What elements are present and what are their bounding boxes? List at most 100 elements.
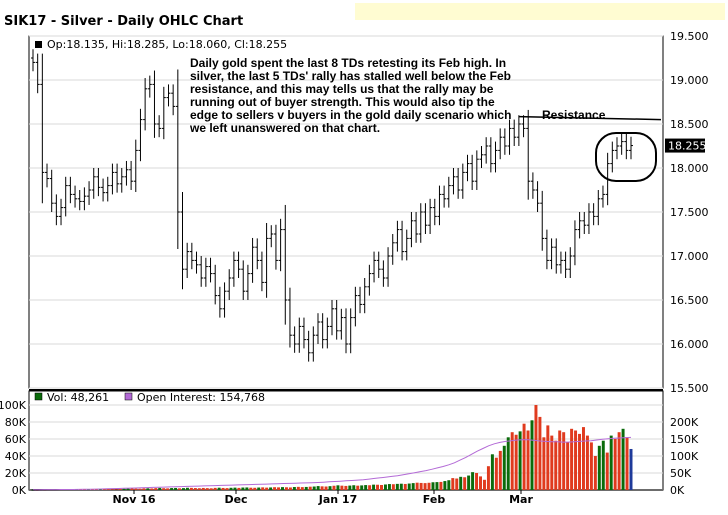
volume-bar (597, 445, 601, 490)
ohlc-bar (526, 109, 531, 200)
volume-bar (411, 483, 415, 490)
ohlc-bar (147, 75, 152, 98)
time-tick-label: Mar (509, 493, 533, 506)
ohlc-bar (236, 251, 241, 278)
volume-bar (364, 485, 368, 490)
volume-bar (273, 487, 277, 490)
time-tick-label: Jan 17 (318, 493, 357, 506)
time-tick-label: Dec (224, 493, 247, 506)
ohlc-bar (516, 115, 521, 146)
ohlc-bar (428, 198, 433, 234)
volume-bar (122, 488, 126, 490)
chart-title: SIK17 - Silver - Daily OHLC Chart (4, 14, 244, 29)
ohlc-bar (624, 132, 629, 160)
volume-bar (558, 430, 562, 490)
volume-bar (479, 476, 482, 490)
ohlc-bar (572, 220, 577, 266)
open-interest-tick-label: 200K (670, 416, 699, 429)
annotation-line: resistance, and this may tells us that t… (190, 82, 494, 96)
ohlc-bar (119, 168, 124, 193)
volume-bar (130, 488, 134, 490)
ohlc-bar (203, 257, 208, 287)
ohlc-bar (367, 264, 372, 296)
volume-bar (316, 486, 320, 490)
volume-bar (514, 434, 518, 490)
price-tick-label: 17.000 (670, 250, 709, 263)
volume-bar (506, 437, 510, 490)
ohlc-bar (535, 181, 540, 212)
ohlc-bar (437, 185, 442, 226)
volume-legend-swatch (34, 392, 43, 401)
price-axis: 15.500 16.000 16.500 17.000 17.500 18.000 18.5… (670, 30, 709, 395)
resistance-line (518, 115, 662, 121)
volume-bar (126, 488, 130, 490)
ohlc-bar (568, 247, 573, 278)
ohlc-bar (222, 282, 227, 318)
ohlc-bar (152, 70, 157, 138)
ohlc-bar (77, 190, 82, 211)
volume-bar (229, 487, 233, 490)
ohlc-bar (390, 234, 395, 265)
volume-bar (625, 437, 629, 490)
volume-bar (281, 487, 284, 490)
time-tick-label: Nov 16 (112, 493, 155, 506)
volume-bar (201, 487, 205, 490)
ohlc-bar (344, 308, 349, 354)
volume-bar (213, 487, 217, 490)
ohlc-bar (110, 163, 115, 195)
volume-bar (328, 486, 332, 490)
ohlc-bar (101, 178, 106, 202)
ohlc-bar (460, 163, 465, 199)
ohlc-bar (512, 119, 517, 146)
volume-bar (193, 488, 197, 490)
last-price-tag: 18.255 (665, 138, 707, 153)
ohlc-bar (250, 237, 255, 283)
volume-bar (391, 484, 395, 490)
annotation-text: Daily gold spent the last 8 TDs retestin… (189, 56, 511, 135)
ohlc-bar (330, 300, 334, 336)
ohlc-bar (586, 203, 591, 234)
highlight-circle (595, 132, 657, 182)
ohlc-bar (245, 264, 250, 300)
volume-bar (106, 488, 110, 490)
volume-tick-label: 80K (5, 416, 27, 429)
volume-bar (146, 488, 150, 490)
ohlc-bar (629, 136, 633, 160)
price-tick-label: 15.500 (670, 382, 709, 395)
ohlc-bar (591, 203, 596, 226)
ohlc-bar (446, 176, 451, 208)
ohlc-bar (315, 313, 320, 344)
ohlc-bar (59, 198, 64, 226)
volume-bar (467, 475, 471, 490)
volume-bar (225, 488, 229, 490)
volume-bar (439, 481, 443, 490)
volume-bar (336, 485, 340, 490)
volume-bar (581, 427, 585, 490)
volume-bar (352, 485, 356, 490)
ohlc-bar (213, 264, 218, 305)
ohlc-bars (31, 49, 633, 362)
ohlc-bar (115, 163, 120, 193)
volume-bar (554, 440, 558, 490)
volume-bar (189, 487, 193, 490)
annotation-line: edge to sellers v buyers in the gold dai… (190, 108, 511, 122)
volume-bar (174, 487, 178, 490)
volume-bar (197, 488, 201, 490)
volume-bar (542, 437, 546, 490)
ohlc-bar (484, 137, 489, 164)
volume-bar (463, 477, 467, 490)
volume-bar (257, 487, 261, 490)
ohlc-bar (395, 220, 400, 252)
ohlc-bar (558, 251, 563, 274)
price-tick-label: 17.500 (670, 206, 709, 219)
volume-bar (205, 488, 209, 490)
ohlc-bar (320, 313, 325, 349)
ohlc-bar (544, 229, 549, 270)
annotation-line: we left unanswered on that chart. (189, 121, 380, 135)
ohlc-bar (400, 220, 405, 261)
volume-bar (265, 487, 269, 490)
ohlc-bar (87, 181, 92, 205)
volume-bar (455, 478, 459, 490)
volume-bar (166, 488, 170, 490)
